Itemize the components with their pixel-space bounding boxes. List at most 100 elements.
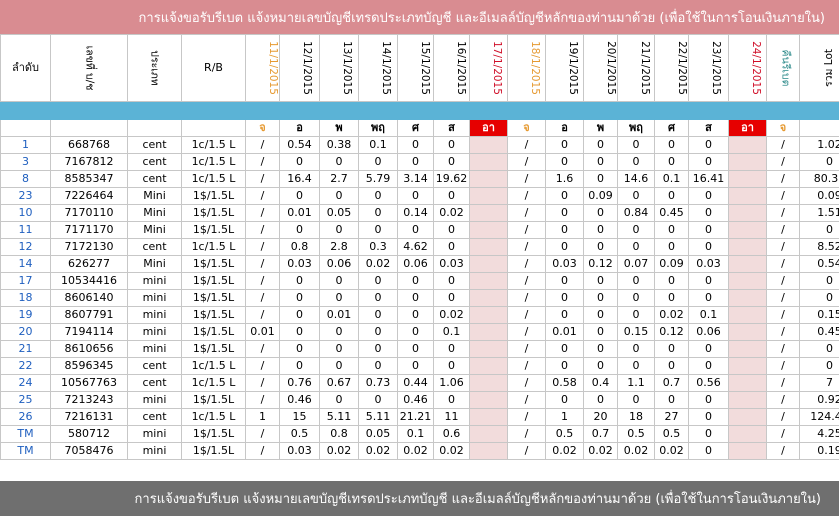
row-total: 0 — [799, 289, 839, 307]
weekday-cell: พฤ — [358, 119, 398, 137]
row-value: / — [245, 340, 280, 358]
row-value: / — [507, 442, 546, 460]
row-seq: 3 — [0, 153, 51, 171]
header-date: 23/1/2015 — [688, 34, 729, 102]
row-value: 0 — [688, 442, 729, 460]
weekday-cell: อา — [469, 119, 508, 137]
row-type: Mini — [127, 187, 182, 205]
row-value: 5.79 — [358, 170, 398, 188]
header-date-label: 13/1/2015 — [340, 41, 353, 95]
row-account: 7226464 — [50, 187, 128, 205]
row-value: 2.8 — [319, 238, 359, 256]
row-value: 0.1 — [433, 323, 470, 341]
row-value: 0.45 — [654, 204, 689, 222]
row-value: 0.02 — [433, 204, 470, 222]
row-value: 0 — [545, 153, 584, 171]
row-value: 0.56 — [688, 374, 729, 392]
header-date: 11/1/2015 — [245, 34, 280, 102]
row-value: 0.01 — [245, 323, 280, 341]
row-value: 0 — [279, 272, 320, 290]
row-account: 580712 — [50, 425, 128, 443]
row-value: 0.73 — [358, 374, 398, 392]
row-value: 0.12 — [583, 255, 618, 273]
row-value: 18 — [617, 408, 655, 426]
row-value: 0 — [279, 306, 320, 324]
row-value: 0 — [397, 221, 434, 239]
row-value — [469, 306, 508, 324]
header-date: 12/1/2015 — [279, 34, 320, 102]
row-value: 0 — [279, 221, 320, 239]
row-account: 10567763 — [50, 374, 128, 392]
row-type: mini — [127, 272, 182, 290]
row-seq: TM — [0, 425, 51, 443]
header-date: 20/1/2015 — [583, 34, 618, 102]
row-account: 7216131 — [50, 408, 128, 426]
row-value — [728, 391, 767, 409]
row-value: 16.41 — [688, 170, 729, 188]
row-value: 0 — [433, 357, 470, 375]
row-value: / — [245, 153, 280, 171]
row-value — [469, 153, 508, 171]
row-value: 0 — [654, 357, 689, 375]
table-row: 26 7216131 cent 1c/1.5 L 1 15 5.11 5.11 21.21 11/… — [0, 408, 839, 426]
row-value: / — [766, 374, 800, 392]
row-value: / — [766, 442, 800, 460]
row-value: / — [766, 272, 800, 290]
row-value: 0.03 — [279, 442, 320, 460]
weekday-cell: ศ — [397, 119, 434, 137]
row-value — [469, 272, 508, 290]
row-type: cent — [127, 136, 182, 154]
row-value: 0 — [545, 306, 584, 324]
row-value: 0 — [545, 289, 584, 307]
row-value: / — [766, 391, 800, 409]
row-seq: 12 — [0, 238, 51, 256]
band-cell — [245, 101, 280, 120]
row-value: / — [766, 255, 800, 273]
header-date-label: 18/1/2015 — [528, 41, 541, 95]
row-value: 0.76 — [279, 374, 320, 392]
row-seq: 26 — [0, 408, 51, 426]
row-value: 0 — [319, 340, 359, 358]
row-value: / — [245, 255, 280, 273]
header-rb: R/B — [181, 34, 246, 102]
row-type: Mini — [127, 204, 182, 222]
row-value: 0.02 — [319, 442, 359, 460]
row-value: 0.06 — [688, 323, 729, 341]
header-rb-label: R/B — [204, 61, 223, 74]
row-value: 0.06 — [319, 255, 359, 273]
header-date-label: 22/1/2015 — [675, 41, 688, 95]
row-value: / — [507, 306, 546, 324]
row-total: 1.51 — [799, 204, 839, 222]
row-value: / — [507, 187, 546, 205]
row-value: 0 — [397, 136, 434, 154]
row-value: 0 — [583, 391, 618, 409]
row-value: 0.54 — [279, 136, 320, 154]
row-rb: 1$/1.5L — [181, 221, 246, 239]
row-value: 0 — [319, 289, 359, 307]
row-value: / — [766, 136, 800, 154]
header-date-label: 11/1/2015 — [266, 41, 279, 95]
row-total: 0.19 — [799, 442, 839, 460]
row-type: cent — [127, 153, 182, 171]
header-date: 18/1/2015 — [507, 34, 546, 102]
row-value: 0 — [397, 289, 434, 307]
row-value — [469, 221, 508, 239]
band-cell — [545, 101, 584, 120]
row-total: 124.43 — [799, 408, 839, 426]
row-value: 0 — [583, 289, 618, 307]
row-value: 0 — [433, 153, 470, 171]
header-date: 16/1/2015 — [433, 34, 470, 102]
table-row: TM 580712 mini 1$/1.5L/0.5 0.8 0.05 0.1 0.6/0.5… — [0, 425, 839, 443]
weekday-cell: อา — [728, 119, 767, 137]
row-value — [469, 289, 508, 307]
row-rb: 1$/1.5L — [181, 187, 246, 205]
row-value: 0.02 — [397, 442, 434, 460]
row-seq: 8 — [0, 170, 51, 188]
row-value: 0 — [688, 153, 729, 171]
row-value: 0 — [654, 136, 689, 154]
row-value: 0 — [583, 153, 618, 171]
row-value — [728, 204, 767, 222]
row-value: 0 — [319, 187, 359, 205]
row-value: 0 — [688, 204, 729, 222]
row-value: 0.3 — [358, 238, 398, 256]
